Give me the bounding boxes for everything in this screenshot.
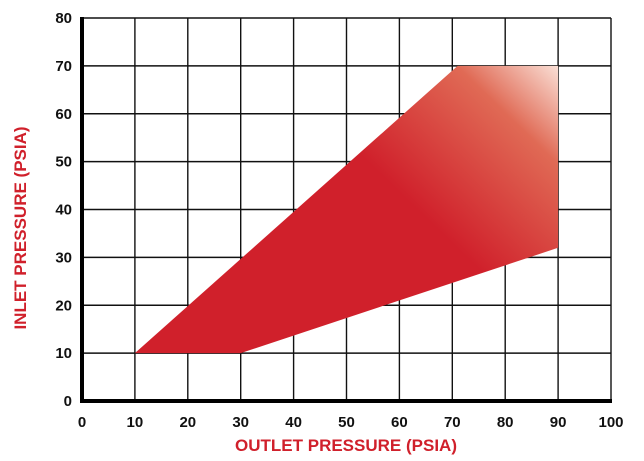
x-tick-label-60: 60 xyxy=(391,414,408,431)
x-tick-label-70: 70 xyxy=(444,414,461,431)
x-tick-label-0: 0 xyxy=(78,414,86,431)
y-axis-title: INLET PRESSURE (PSIA) xyxy=(11,126,30,329)
x-tick-label-80: 80 xyxy=(497,414,514,431)
y-tick-label-30: 30 xyxy=(55,249,72,266)
x-tick-label-100: 100 xyxy=(598,414,623,431)
x-tick-label-20: 20 xyxy=(179,414,196,431)
y-tick-label-40: 40 xyxy=(55,202,72,219)
y-tick-label-20: 20 xyxy=(55,297,72,314)
operating-region xyxy=(134,65,559,354)
x-tick-label-90: 90 xyxy=(550,414,567,431)
y-tick-label-50: 50 xyxy=(55,154,72,171)
x-tick-label-50: 50 xyxy=(338,414,355,431)
y-tick-label-60: 60 xyxy=(55,106,72,123)
x-tick-label-10: 10 xyxy=(127,414,144,431)
y-tick-label-0: 0 xyxy=(64,393,72,410)
y-tick-label-70: 70 xyxy=(55,58,72,75)
axes xyxy=(80,17,612,403)
y-tick-labels: 0 10 20 30 40 50 60 70 80 xyxy=(55,10,72,410)
x-tick-label-40: 40 xyxy=(285,414,302,431)
y-tick-label-80: 80 xyxy=(55,10,72,27)
x-tick-label-30: 30 xyxy=(232,414,249,431)
y-tick-label-10: 10 xyxy=(55,345,72,362)
x-axis-title: OUTLET PRESSURE (PSIA) xyxy=(235,436,457,455)
x-tick-labels: 0 10 20 30 40 50 60 70 80 90 100 xyxy=(78,414,624,431)
